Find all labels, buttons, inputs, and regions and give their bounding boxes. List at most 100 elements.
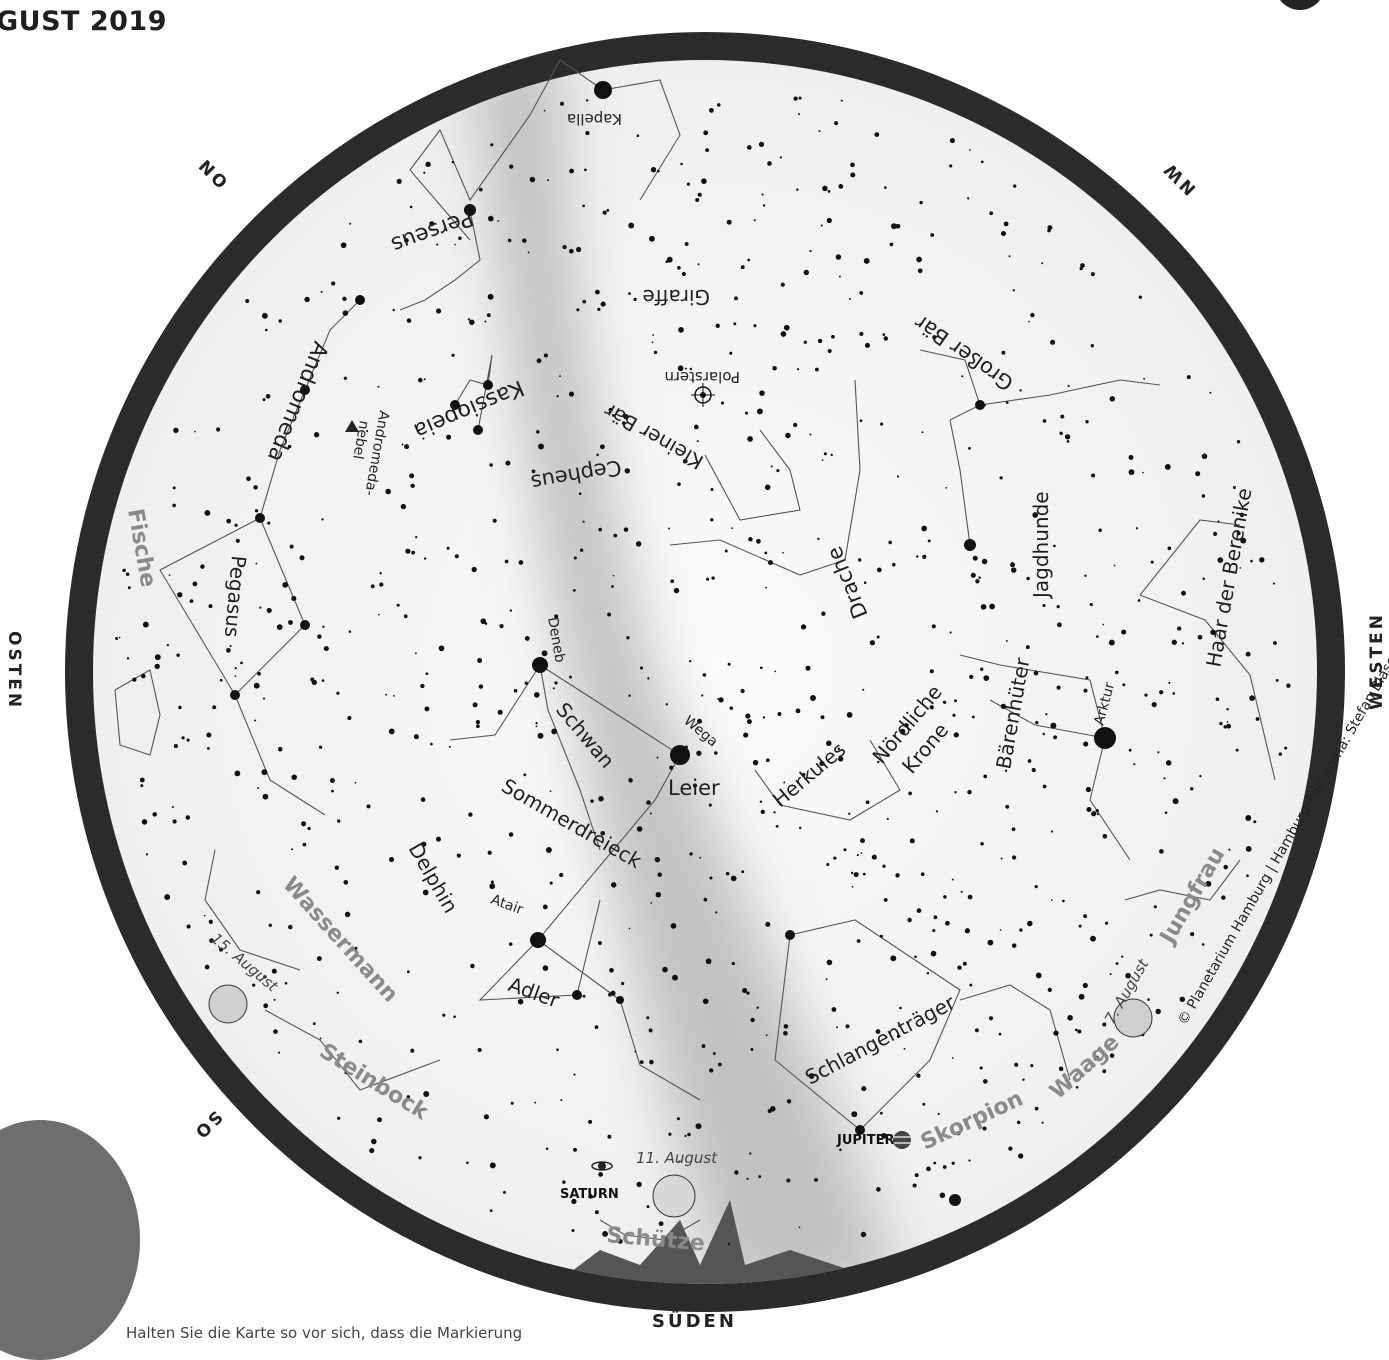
star <box>560 101 564 106</box>
star <box>856 854 859 857</box>
star <box>702 998 709 1005</box>
star <box>896 1034 901 1039</box>
star <box>377 1117 382 1123</box>
star <box>536 430 540 434</box>
star <box>783 1030 788 1036</box>
star <box>527 251 530 254</box>
star <box>1137 599 1141 602</box>
star <box>478 684 484 689</box>
star <box>711 576 715 580</box>
star <box>838 756 844 762</box>
star <box>446 546 450 550</box>
star <box>538 443 544 450</box>
star <box>598 795 604 802</box>
star <box>509 609 512 612</box>
star <box>969 149 971 151</box>
star <box>838 184 844 189</box>
star <box>572 589 576 592</box>
star <box>717 698 719 700</box>
star <box>508 832 514 837</box>
star <box>850 172 856 178</box>
star <box>209 938 214 943</box>
star <box>278 319 282 323</box>
milky-way <box>470 60 900 1284</box>
star <box>476 724 480 729</box>
star <box>1034 884 1038 889</box>
star <box>403 614 408 619</box>
star <box>793 96 798 101</box>
star <box>1090 344 1094 348</box>
star <box>978 576 981 579</box>
star <box>176 653 180 657</box>
star <box>952 713 956 717</box>
star <box>302 842 307 847</box>
star <box>562 244 567 250</box>
star <box>145 853 149 856</box>
star <box>469 319 475 325</box>
star <box>652 334 655 336</box>
star <box>975 579 980 584</box>
star <box>348 630 352 633</box>
star <box>1226 723 1232 729</box>
star <box>863 257 870 264</box>
star <box>531 469 536 474</box>
star <box>696 440 699 443</box>
star <box>865 800 870 805</box>
star <box>1245 651 1251 657</box>
star <box>861 1086 867 1092</box>
star <box>1025 645 1030 650</box>
star <box>240 661 243 665</box>
star <box>621 981 625 986</box>
star <box>717 103 721 107</box>
star <box>216 427 221 432</box>
bright-star <box>1094 727 1116 749</box>
star <box>490 880 494 884</box>
star <box>677 365 684 372</box>
star <box>358 1039 363 1044</box>
star <box>425 672 429 676</box>
star <box>1167 546 1172 551</box>
star <box>1149 933 1153 937</box>
star <box>746 719 752 725</box>
star <box>478 187 483 192</box>
star <box>982 1079 988 1084</box>
label-jagdhunde: Jagdhunde <box>1029 491 1053 600</box>
star <box>912 1183 917 1188</box>
star-field <box>115 81 1291 1246</box>
star <box>141 673 146 679</box>
star <box>467 318 471 321</box>
star <box>980 667 984 671</box>
star <box>1096 813 1099 816</box>
star <box>385 693 388 696</box>
star <box>424 706 430 712</box>
star <box>964 928 971 934</box>
star <box>980 841 984 846</box>
star <box>720 401 725 405</box>
star <box>456 853 461 858</box>
star <box>1151 702 1157 708</box>
star <box>304 296 310 303</box>
star <box>1078 924 1082 928</box>
star <box>1122 683 1126 687</box>
star <box>354 781 357 784</box>
star <box>680 162 683 166</box>
star <box>579 548 584 552</box>
star <box>1143 377 1146 380</box>
star <box>140 784 144 788</box>
star <box>172 503 176 508</box>
star <box>709 108 714 113</box>
star <box>505 460 511 466</box>
star <box>1027 759 1032 763</box>
star <box>701 694 704 697</box>
star <box>1056 685 1061 690</box>
star <box>1239 512 1245 518</box>
star <box>718 697 724 703</box>
star <box>166 643 170 647</box>
star <box>838 275 841 278</box>
star <box>268 923 273 928</box>
star <box>284 981 288 985</box>
star <box>1236 440 1241 444</box>
star <box>624 468 630 474</box>
star <box>468 812 473 817</box>
star <box>507 238 512 243</box>
